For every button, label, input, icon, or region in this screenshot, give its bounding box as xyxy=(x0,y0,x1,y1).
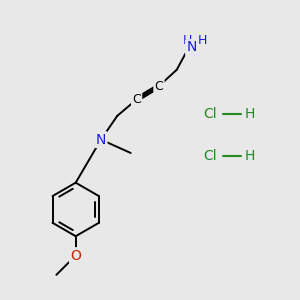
Text: N: N xyxy=(186,40,197,55)
Text: N: N xyxy=(96,133,106,147)
Text: C: C xyxy=(154,80,163,93)
Text: Cl: Cl xyxy=(203,107,217,121)
Text: O: O xyxy=(70,248,81,262)
Text: Cl: Cl xyxy=(203,149,217,163)
Text: H: H xyxy=(182,34,192,46)
Text: H: H xyxy=(197,34,207,46)
Text: H: H xyxy=(245,149,256,163)
Text: C: C xyxy=(132,93,141,106)
Text: H: H xyxy=(245,107,256,121)
